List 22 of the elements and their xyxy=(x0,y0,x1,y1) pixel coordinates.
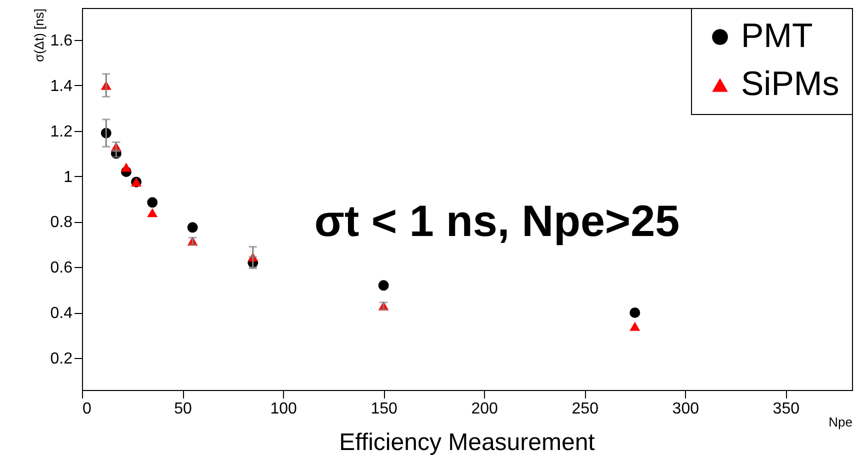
legend-label: SiPMs xyxy=(741,65,840,103)
y-tick-label: 1.2 xyxy=(50,123,73,140)
y-tick-label: 0.8 xyxy=(50,214,73,232)
x-tick-label: 0 xyxy=(82,400,92,418)
x-tick-label: 100 xyxy=(270,400,297,418)
x-tick-label: 250 xyxy=(572,400,599,418)
y-tick-label: 0.2 xyxy=(50,350,73,368)
x-tick-label: 200 xyxy=(471,400,498,418)
x-tick-label: 350 xyxy=(772,400,800,418)
y-tick-label: 1.6 xyxy=(50,32,73,50)
x-tick-label: 150 xyxy=(370,400,398,418)
y-axis-title: σ(Δt) [ns] xyxy=(31,8,46,62)
y-tick-label: 1.4 xyxy=(50,78,73,95)
x-tick-label: 300 xyxy=(672,400,700,418)
y-tick-label: 1 xyxy=(64,168,73,186)
text: Efficiency Measurement xyxy=(339,429,596,456)
annotation: σt < 1 ns, Npe>25 xyxy=(314,197,680,246)
y-tick-label: 0.6 xyxy=(50,260,73,277)
x-tick-label: 50 xyxy=(174,400,192,418)
legend-label: PMT xyxy=(741,17,813,55)
y-tick-label: 0.4 xyxy=(50,305,73,322)
x-axis-title: Npe xyxy=(828,414,852,430)
